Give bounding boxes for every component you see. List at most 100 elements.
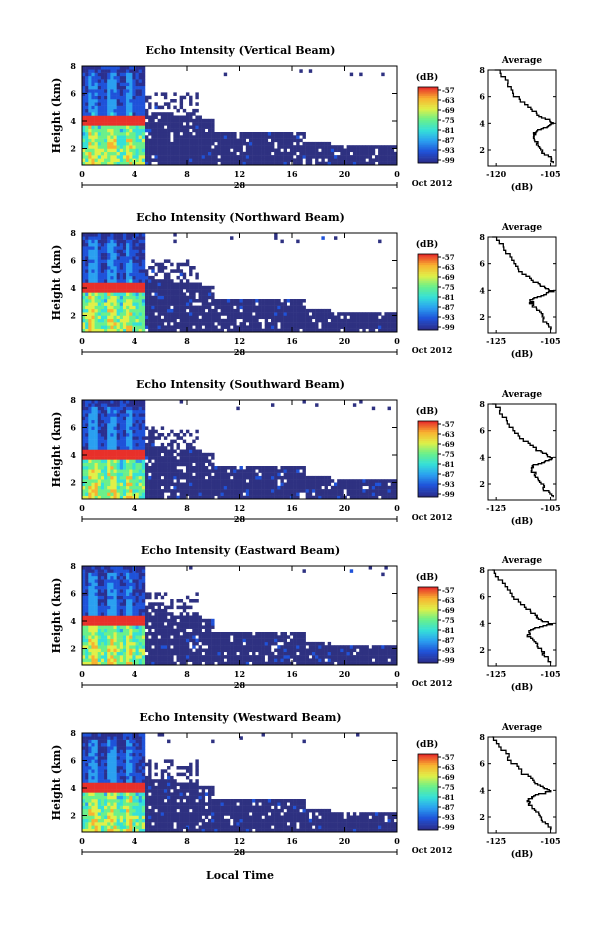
colorbar-segment	[418, 614, 438, 617]
colorbar-segment	[418, 761, 438, 764]
colorbar-segment	[418, 96, 438, 99]
colorbar-tick-label: -81	[442, 626, 455, 635]
colorbar-segment	[418, 281, 438, 284]
colorbar-segment	[418, 320, 438, 324]
colorbar-segment	[418, 605, 438, 608]
colorbar-tick-label: -99	[442, 323, 455, 332]
colorbar-segment	[418, 121, 438, 124]
colorbar-segment	[418, 259, 438, 262]
y-tick-label: 8	[70, 61, 76, 71]
colorbar-segment	[418, 108, 438, 111]
colorbar-segment	[418, 433, 438, 436]
colorbar-segment	[418, 641, 438, 644]
y-tick-label: 4	[70, 450, 76, 460]
average-frame	[487, 736, 557, 834]
y-tick-label: 8	[70, 561, 76, 571]
colorbar-segment	[418, 820, 438, 824]
avg-x-tick-label: -105	[541, 669, 561, 679]
month-label: Oct 2012	[412, 678, 453, 688]
colorbar-tick-label: -75	[442, 450, 455, 459]
colorbar-tick-label: -81	[442, 293, 455, 302]
y-tick-label: 2	[70, 644, 76, 654]
colorbar-segment	[418, 277, 438, 280]
colorbar-segment	[418, 440, 438, 444]
x-tick-label: 12	[234, 169, 245, 179]
colorbar-segment	[418, 587, 438, 590]
colorbar-segment	[418, 495, 438, 498]
colorbar-segment	[418, 130, 438, 133]
colorbar-segment	[418, 459, 438, 462]
average-frame	[487, 236, 557, 334]
avg-y-tick-label: 4	[479, 118, 485, 128]
colorbar-segment	[418, 484, 438, 487]
colorbar-segment	[418, 430, 438, 433]
colorbar-segment	[418, 263, 438, 266]
y-tick-label: 2	[70, 811, 76, 821]
colorbar-segment	[418, 779, 438, 782]
colorbar-tick-label: -99	[442, 156, 455, 165]
avg-x-axis-label: (dB)	[511, 849, 533, 860]
colorbar-segment	[418, 626, 438, 629]
colorbar-tick-label: -75	[442, 783, 455, 792]
colorbar-segment	[418, 610, 438, 613]
colorbar-segment	[418, 311, 438, 315]
colorbar-segment	[418, 319, 438, 322]
avg-y-tick-label: 4	[479, 452, 485, 462]
panel-3: Echo Intensity (Southward Beam) 8 6 4 2 Heigh…	[50, 378, 561, 527]
colorbar-segment	[418, 817, 438, 820]
colorbar-segment	[418, 310, 438, 313]
colorbar-segment	[418, 422, 438, 425]
avg-x-tick-label: -125	[486, 336, 506, 346]
colorbar-segment	[418, 608, 438, 611]
colorbar-segment	[418, 468, 438, 471]
colorbar-segment	[418, 462, 438, 465]
colorbar-segment	[418, 97, 438, 100]
x-tick-label: 0	[394, 169, 400, 179]
colorbar-segment	[418, 106, 438, 110]
colorbar-segment	[418, 299, 438, 302]
y-tick-label: 4	[70, 783, 76, 793]
x-tick-label: 16	[286, 169, 298, 179]
colorbar-segment	[418, 625, 438, 628]
avg-x-axis-label: (dB)	[511, 182, 533, 193]
panel-title: Echo Intensity (Vertical Beam)	[145, 44, 335, 57]
y-tick-label: 8	[70, 728, 76, 738]
x-tick-label: 0	[394, 503, 400, 513]
avg-y-tick-label: 8	[479, 399, 485, 409]
avg-y-tick-label: 2	[479, 812, 485, 822]
average-profile-line	[492, 236, 555, 331]
y-tick-label: 4	[70, 116, 76, 126]
colorbar-segment	[418, 444, 438, 447]
avg-x-tick-label: -105	[541, 503, 561, 513]
colorbar-tick-label: -87	[442, 303, 455, 312]
panel-title: Echo Intensity (Westward Beam)	[139, 711, 341, 724]
colorbar-segment	[418, 594, 438, 597]
panel-title: Echo Intensity (Eastward Beam)	[141, 544, 340, 557]
colorbar-segment	[418, 822, 438, 825]
average-title: Average	[501, 56, 542, 66]
colorbar-segment	[418, 773, 438, 777]
colorbar-segment	[418, 489, 438, 492]
colorbar-tick-label: -69	[442, 273, 455, 282]
colorbar-tick-label: -69	[442, 773, 455, 782]
average-title: Average	[501, 723, 542, 733]
date-label: 28	[234, 680, 246, 690]
colorbar-tick-label: -81	[442, 126, 455, 135]
colorbar-segment	[418, 442, 438, 445]
y-axis-label: Height (km)	[50, 245, 63, 321]
average-profile-line	[492, 736, 552, 831]
y-tick-label: 6	[70, 89, 76, 99]
x-tick-label: 12	[234, 336, 245, 346]
colorbar-tick-label: -75	[442, 616, 455, 625]
colorbar-segment	[418, 150, 438, 153]
colorbar-tick-label: -81	[442, 460, 455, 469]
colorbar-segment	[418, 88, 438, 91]
colorbar-segment	[418, 139, 438, 142]
colorbar-segment	[418, 477, 438, 480]
avg-x-axis-label: (dB)	[511, 516, 533, 527]
colorbar-segment	[418, 790, 438, 793]
colorbar-tick-label: -87	[442, 803, 455, 812]
colorbar-tick-label: -69	[442, 440, 455, 449]
colorbar-segment	[418, 648, 438, 651]
colorbar-segment	[418, 788, 438, 791]
